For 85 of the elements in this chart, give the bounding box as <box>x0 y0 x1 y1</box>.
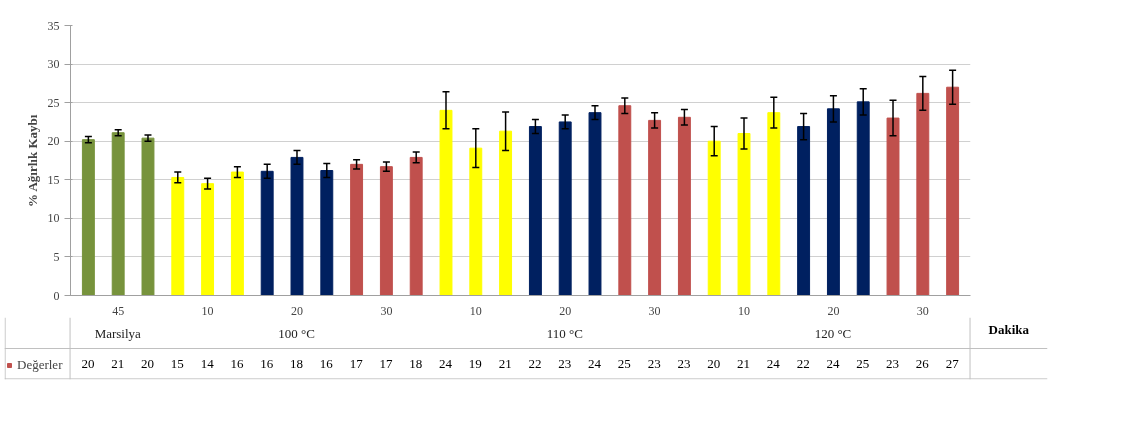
bar <box>141 137 155 296</box>
bar <box>469 147 483 296</box>
data-label: 19 <box>468 356 482 371</box>
bar <box>230 171 244 296</box>
x-tick-label: 10 <box>201 303 214 318</box>
bar <box>379 166 393 296</box>
bar <box>528 126 542 296</box>
bar <box>558 121 572 296</box>
y-tick-label: 30 <box>47 57 60 72</box>
data-label: 21 <box>498 356 512 371</box>
y-tick-label: 5 <box>53 249 60 264</box>
data-label: 15 <box>170 356 184 371</box>
data-label: 16 <box>319 356 334 371</box>
data-label: 25 <box>856 356 870 371</box>
data-label: 17 <box>349 356 364 371</box>
bar <box>81 139 95 296</box>
bar <box>648 119 662 296</box>
bar <box>499 130 513 296</box>
x-tick-label: 20 <box>559 303 572 318</box>
x-tick-label: 30 <box>648 303 661 318</box>
data-label: 24 <box>588 356 602 371</box>
data-label: 20 <box>141 356 155 371</box>
y-tick-label: 10 <box>47 211 60 226</box>
data-label: 23 <box>677 356 691 371</box>
data-label: 18 <box>290 356 304 371</box>
bar <box>290 156 304 296</box>
bar <box>767 112 781 296</box>
data-label: 23 <box>886 356 900 371</box>
data-label: 24 <box>439 356 453 371</box>
y-tick-label: 0 <box>53 288 60 303</box>
data-label: 24 <box>826 356 840 371</box>
data-label: 27 <box>945 356 960 371</box>
bar <box>677 116 691 296</box>
data-label: 22 <box>528 356 542 371</box>
data-label: 14 <box>200 356 215 371</box>
bar <box>171 176 185 296</box>
bar <box>618 105 632 296</box>
data-label: 18 <box>409 356 423 371</box>
x-tick-label: 20 <box>290 303 303 318</box>
data-label: 20 <box>81 356 95 371</box>
y-axis-title: % Ağırlık Kaybı <box>24 114 40 208</box>
data-label: 17 <box>379 356 393 371</box>
bar <box>260 170 274 296</box>
bar <box>111 132 125 296</box>
x-tick-label: 20 <box>827 303 840 318</box>
y-tick-label: 35 <box>47 18 60 33</box>
legend-label: Değerler <box>17 357 63 373</box>
y-tick-label: 25 <box>47 95 60 110</box>
bar <box>946 86 960 296</box>
y-tick-label: 15 <box>47 172 60 187</box>
text: Marsilya <box>94 325 142 341</box>
bar <box>737 133 751 296</box>
x-tick-label: 10 <box>469 303 482 318</box>
text: 120 °C <box>814 325 852 341</box>
data-label: 22 <box>796 356 810 371</box>
bar <box>409 156 423 296</box>
data-label: 20 <box>707 356 721 371</box>
y-tick-label: 20 <box>47 134 60 149</box>
bar <box>856 101 870 296</box>
data-label: 16 <box>260 356 274 371</box>
x-tick-label: 30 <box>380 303 393 318</box>
bar <box>707 140 721 296</box>
x-axis-title: Dakika <box>988 322 1030 338</box>
bar <box>350 163 364 296</box>
text: 100 °C <box>278 325 315 341</box>
data-label: 23 <box>558 356 572 371</box>
data-label: 25 <box>617 356 631 371</box>
bar <box>320 170 334 296</box>
bar <box>916 92 930 296</box>
text: 110 °C <box>546 325 583 341</box>
data-label: 23 <box>647 356 661 371</box>
bar <box>588 112 602 296</box>
bar <box>826 108 840 296</box>
bar <box>201 183 215 296</box>
data-label: 16 <box>230 356 244 371</box>
bar <box>886 117 900 296</box>
x-tick-label: 10 <box>738 303 751 318</box>
data-label: 24 <box>766 356 781 371</box>
data-label: 26 <box>915 356 930 371</box>
x-tick-label: 45 <box>112 303 125 318</box>
data-label: 21 <box>111 356 125 371</box>
bar <box>439 109 453 296</box>
data-label: 21 <box>737 356 751 371</box>
x-tick-label: 30 <box>916 303 929 318</box>
bar <box>797 126 811 296</box>
